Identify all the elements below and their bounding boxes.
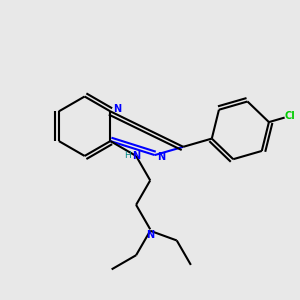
Text: H: H [124,151,131,160]
Text: N: N [146,230,154,240]
Text: N: N [157,152,165,162]
Text: N: N [132,151,140,161]
Text: Cl: Cl [284,111,295,121]
Text: N: N [113,104,121,114]
